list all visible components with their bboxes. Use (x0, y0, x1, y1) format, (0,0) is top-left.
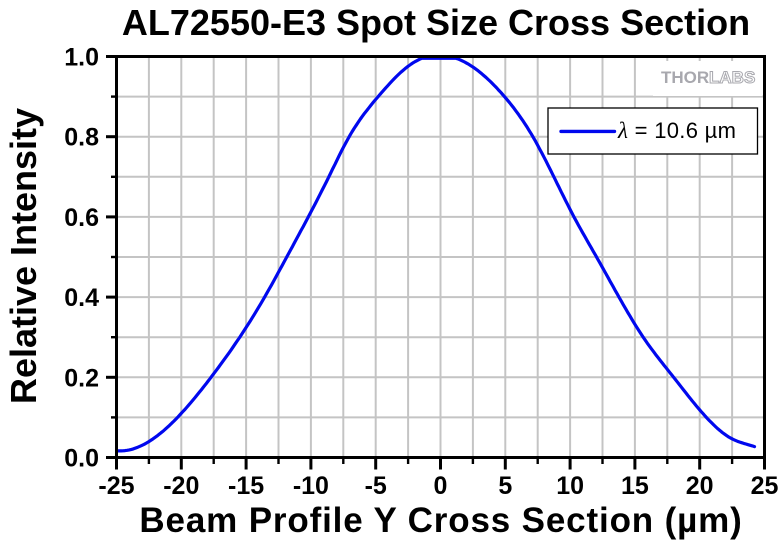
svg-text:Beam Profile Y Cross Section (: Beam Profile Y Cross Section (µm) (139, 501, 742, 540)
svg-text:Relative Intensity: Relative Intensity (3, 108, 44, 404)
svg-text:1.0: 1.0 (64, 44, 99, 72)
svg-text:-15: -15 (228, 472, 264, 500)
svg-text:10: 10 (556, 472, 584, 500)
svg-text:5: 5 (498, 472, 512, 500)
svg-text:-20: -20 (163, 472, 199, 500)
svg-text:-10: -10 (293, 472, 329, 500)
svg-text:0.4: 0.4 (64, 284, 99, 312)
svg-text:THOR: THOR (661, 68, 709, 87)
svg-text:0.2: 0.2 (64, 364, 99, 392)
svg-text:LABS: LABS (709, 68, 755, 87)
svg-text:0: 0 (434, 472, 448, 500)
svg-text:15: 15 (621, 472, 649, 500)
svg-text:-5: -5 (365, 472, 387, 500)
svg-text:0.8: 0.8 (64, 124, 99, 152)
svg-text:λ = 10.6 µm: λ = 10.6 µm (617, 118, 736, 143)
svg-text:-25: -25 (98, 472, 134, 500)
svg-text:AL72550-E3 Spot Size Cross Sec: AL72550-E3 Spot Size Cross Section (122, 2, 750, 43)
svg-text:25: 25 (751, 472, 779, 500)
svg-text:0.0: 0.0 (64, 445, 99, 473)
svg-text:0.6: 0.6 (64, 204, 99, 232)
svg-text:20: 20 (686, 472, 714, 500)
